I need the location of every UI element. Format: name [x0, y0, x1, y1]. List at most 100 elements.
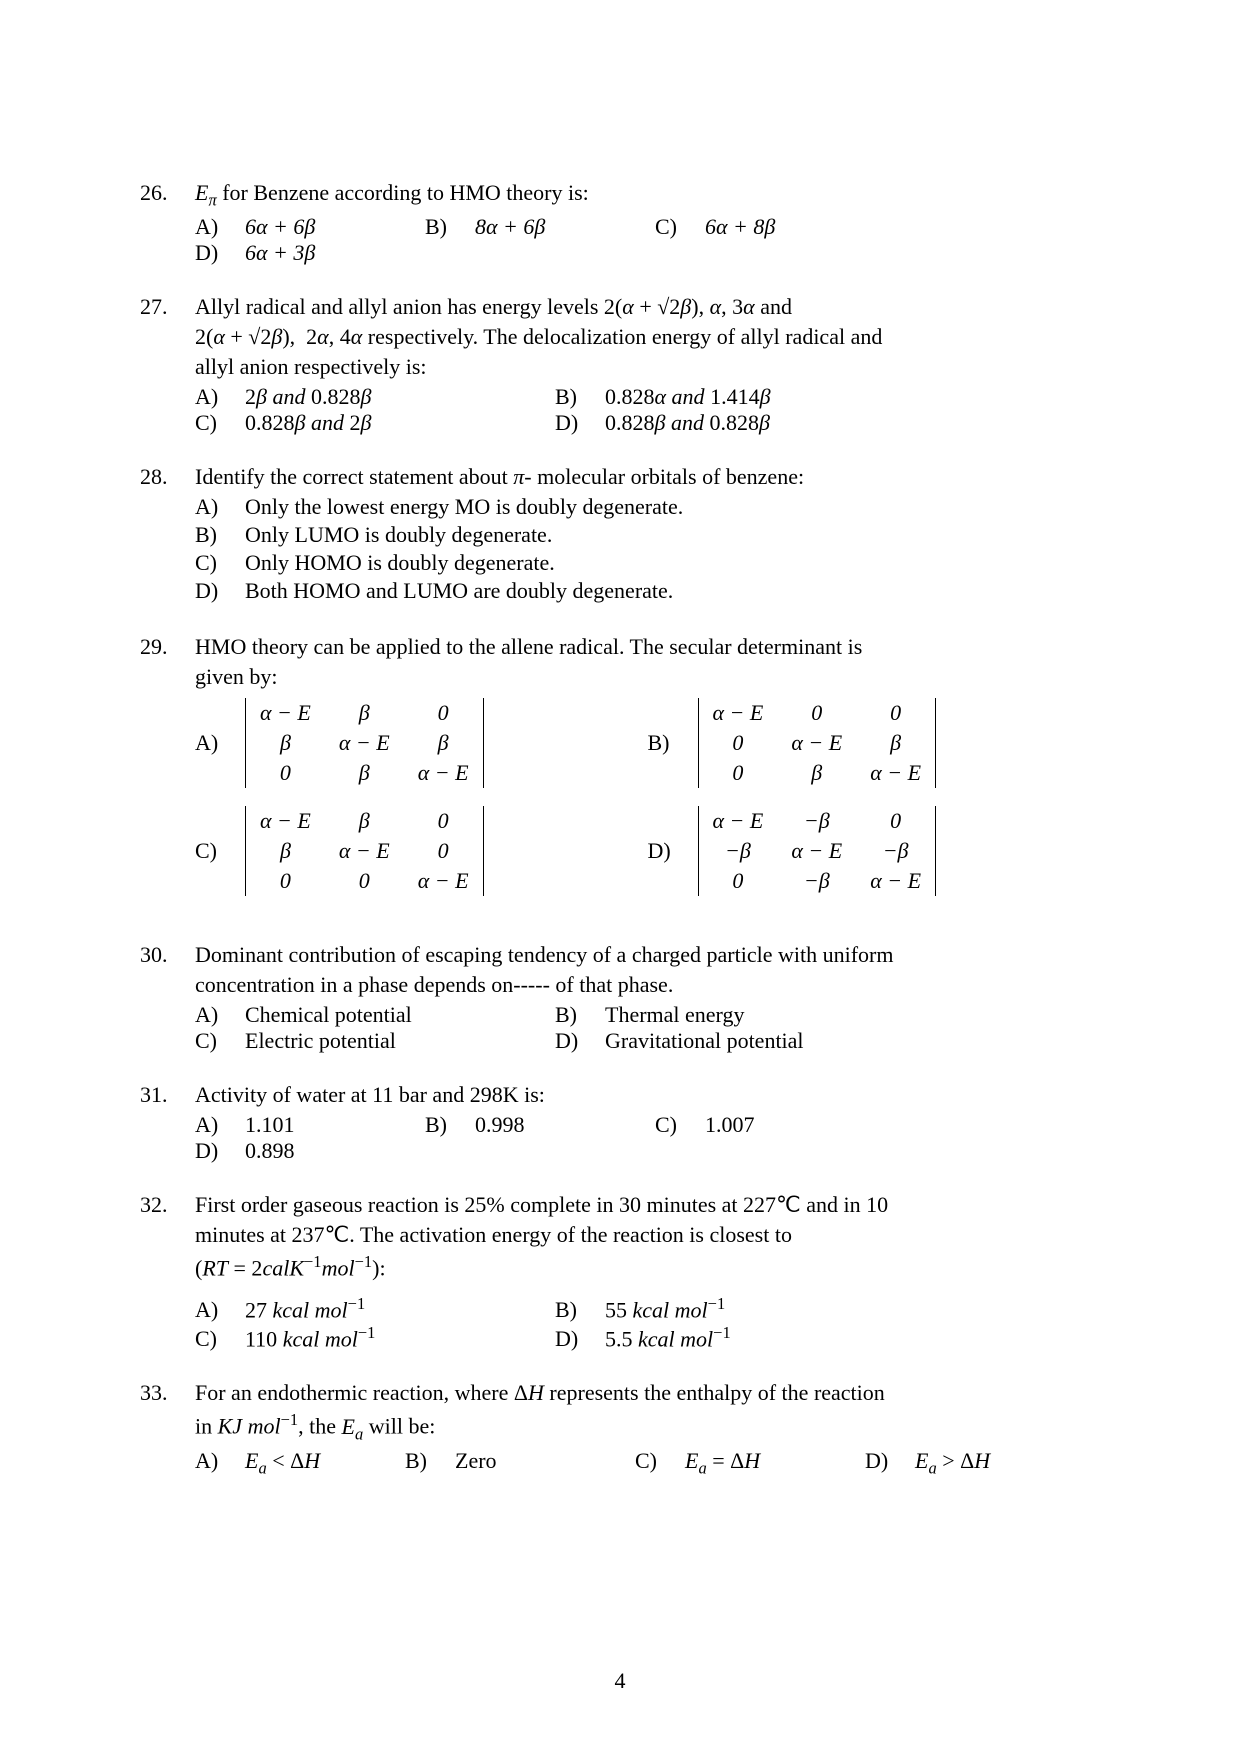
options: A)6α + 6β B)8α + 6β C)6α + 8β D)6α + 3β [195, 214, 1100, 266]
option-b: B)55 kcal mol−1 [555, 1294, 955, 1323]
option-c: C) α − Eβ0βα − E000α − E [195, 806, 648, 896]
question-body: Dominant contribution of escaping tenden… [195, 942, 1100, 1054]
question-text-line1: HMO theory can be applied to the allene … [195, 634, 1100, 660]
option-label: C) [195, 550, 245, 576]
option-label: A) [195, 214, 245, 240]
option-d: D)5.5 kcal mol−1 [555, 1323, 955, 1352]
option-b: B)Zero [405, 1448, 635, 1478]
option-value: 0.898 [245, 1138, 295, 1164]
question-text-line2: concentration in a phase depends on-----… [195, 972, 1100, 998]
option-label: A) [195, 1002, 245, 1028]
option-value: 55 kcal mol−1 [605, 1294, 725, 1323]
option-value: 0.828β and 2β [245, 410, 371, 436]
option-label: B) [648, 730, 698, 756]
options: A)Ea < ΔH B)Zero C)Ea = ΔH D)Ea > ΔH [195, 1448, 1100, 1478]
options: A)Only the lowest energy MO is doubly de… [195, 494, 1100, 606]
question-33: 33. For an endothermic reaction, where Δ… [140, 1380, 1100, 1478]
option-value: 6α + 6β [245, 214, 315, 240]
option-label: C) [655, 214, 705, 240]
question-text-line3: allyl anion respectively is: [195, 354, 1100, 380]
question-number: 27. [140, 294, 195, 436]
option-c: C)1.007 [655, 1112, 885, 1138]
option-label: D) [555, 1028, 605, 1054]
option-value: 6α + 3β [245, 240, 315, 266]
option-d: D)Gravitational potential [555, 1028, 955, 1054]
option-label: B) [405, 1448, 455, 1474]
option-label: C) [655, 1112, 705, 1138]
option-d: D)Both HOMO and LUMO are doubly degenera… [195, 578, 1100, 604]
options: A)27 kcal mol−1 B)55 kcal mol−1 C)110 kc… [195, 1294, 1100, 1353]
option-b: B)Only LUMO is doubly degenerate. [195, 522, 1100, 548]
option-a: A)1.101 [195, 1112, 425, 1138]
option-a: A) α − Eβ0βα − Eβ0βα − E [195, 698, 648, 788]
option-value: 1.007 [705, 1112, 755, 1138]
option-d: D)6α + 3β [195, 240, 425, 266]
determinant-a: α − Eβ0βα − Eβ0βα − E [245, 698, 484, 788]
option-label: D) [195, 1138, 245, 1164]
question-body: Identify the correct statement about π- … [195, 464, 1100, 606]
option-value: 110 kcal mol−1 [245, 1323, 375, 1352]
question-text-line1: Allyl radical and allyl anion has energy… [195, 294, 1100, 320]
question-body: First order gaseous reaction is 25% comp… [195, 1192, 1100, 1352]
question-text: Activity of water at 11 bar and 298K is: [195, 1082, 1100, 1108]
option-c: C)Only HOMO is doubly degenerate. [195, 550, 1100, 576]
question-number: 26. [140, 180, 195, 266]
options: A)2β and 0.828β B)0.828α and 1.414β C)0.… [195, 384, 1100, 436]
question-26: 26. Eπ for Benzene according to HMO theo… [140, 180, 1100, 266]
option-value: Electric potential [245, 1028, 396, 1054]
option-b: B)Thermal energy [555, 1002, 955, 1028]
option-value: 6α + 8β [705, 214, 775, 240]
determinant-d: α − E−β0−βα − E−β0−βα − E [698, 806, 937, 896]
question-body: HMO theory can be applied to the allene … [195, 634, 1100, 914]
option-c: C)0.828β and 2β [195, 410, 555, 436]
option-c: C)110 kcal mol−1 [195, 1323, 555, 1352]
option-d: D)0.898 [195, 1138, 425, 1164]
determinant-c: α − Eβ0βα − E000α − E [245, 806, 484, 896]
question-text-line2: in KJ mol−1, the Ea will be: [195, 1410, 1100, 1444]
option-value: Zero [455, 1448, 497, 1474]
option-value: 0.998 [475, 1112, 525, 1138]
question-text-line2: 2(α + √2β), 2α, 4α respectively. The del… [195, 324, 1100, 350]
option-value: 27 kcal mol−1 [245, 1294, 365, 1323]
question-31: 31. Activity of water at 11 bar and 298K… [140, 1082, 1100, 1164]
option-label: B) [425, 214, 475, 240]
option-value: Chemical potential [245, 1002, 412, 1028]
option-label: D) [195, 240, 245, 266]
option-label: A) [195, 494, 245, 520]
question-29: 29. HMO theory can be applied to the all… [140, 634, 1100, 914]
option-label: A) [195, 384, 245, 410]
option-label: B) [555, 1002, 605, 1028]
option-value: Both HOMO and LUMO are doubly degenerate… [245, 578, 673, 604]
question-number: 33. [140, 1380, 195, 1478]
question-30: 30. Dominant contribution of escaping te… [140, 942, 1100, 1054]
option-label: D) [555, 410, 605, 436]
option-c: C)Ea = ΔH [635, 1448, 865, 1478]
option-label: A) [195, 1297, 245, 1323]
question-text-line1: For an endothermic reaction, where ΔH re… [195, 1380, 1100, 1406]
options: A)Chemical potential B)Thermal energy C)… [195, 1002, 1100, 1054]
option-label: B) [425, 1112, 475, 1138]
option-label: D) [865, 1448, 915, 1474]
option-label: C) [635, 1448, 685, 1474]
option-value: Ea > ΔH [915, 1448, 990, 1478]
question-text-line2: given by: [195, 664, 1100, 690]
option-label: A) [195, 730, 245, 756]
option-label: A) [195, 1448, 245, 1474]
question-body: Allyl radical and allyl anion has energy… [195, 294, 1100, 436]
question-number: 29. [140, 634, 195, 914]
question-number: 28. [140, 464, 195, 606]
question-text: Eπ for Benzene according to HMO theory i… [195, 180, 1100, 210]
option-value: 0.828α and 1.414β [605, 384, 771, 410]
page-number: 4 [0, 1668, 1240, 1694]
option-a: A)6α + 6β [195, 214, 425, 240]
option-d: D) α − E−β0−βα − E−β0−βα − E [648, 806, 1101, 896]
option-label: D) [648, 838, 698, 864]
options: A)1.101 B)0.998 C)1.007 D)0.898 [195, 1112, 1100, 1164]
question-32: 32. First order gaseous reaction is 25% … [140, 1192, 1100, 1352]
question-number: 31. [140, 1082, 195, 1164]
option-value: 5.5 kcal mol−1 [605, 1323, 731, 1352]
question-number: 32. [140, 1192, 195, 1352]
option-value: 0.828β and 0.828β [605, 410, 770, 436]
question-28: 28. Identify the correct statement about… [140, 464, 1100, 606]
option-b: B)8α + 6β [425, 214, 655, 240]
